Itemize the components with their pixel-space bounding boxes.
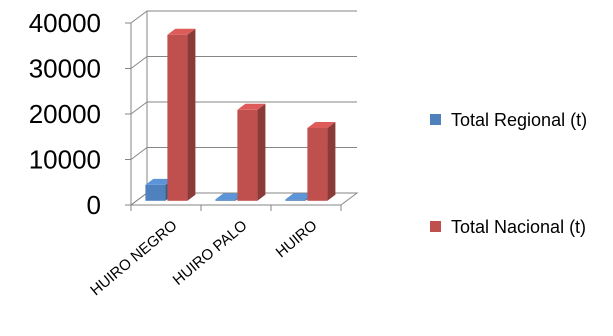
gridlines (125, 10, 357, 211)
x-category-label: HUIRO (273, 217, 321, 261)
bar-top (167, 28, 196, 35)
bar-top (237, 103, 266, 110)
bar-top (285, 193, 314, 200)
bar-top (215, 193, 244, 200)
bar-front (215, 199, 236, 201)
y-tick-label: 30000 (29, 54, 101, 84)
bar-front (145, 184, 166, 201)
y-axis-ticks: 0 10000 20000 30000 40000 (29, 8, 101, 220)
legend-item-nacional: Total Nacional (t) (430, 214, 610, 241)
gridline (130, 56, 357, 69)
bar-nacional-0 (167, 28, 196, 201)
bar-top (145, 178, 174, 185)
legend-label-nacional: Total Nacional (t) (451, 217, 587, 237)
bar-front (167, 34, 188, 201)
bar-front (285, 199, 306, 201)
x-category-label: HUIRO PALO (170, 217, 251, 289)
x-category-label: HUIRO NEGRO (87, 217, 180, 299)
bar-nacional-2 (307, 122, 336, 201)
y-tick-label: 0 (87, 190, 101, 220)
gridline (130, 10, 357, 24)
bars (145, 28, 336, 201)
bar-nacional-1 (237, 103, 266, 201)
bar-front (237, 109, 258, 201)
legend-item-regional: Total Regional (t) (430, 107, 610, 134)
legend-swatch-regional (430, 114, 441, 125)
legend-label-regional: Total Regional (t) (451, 110, 588, 130)
bar-side (257, 103, 266, 201)
bar-side (327, 122, 336, 201)
gridline (130, 147, 357, 160)
legend-swatch-nacional (430, 221, 441, 232)
gridline (130, 101, 357, 115)
bar-front (307, 128, 328, 201)
bar-top (307, 122, 336, 128)
bar-side (187, 28, 196, 201)
y-tick-label: 40000 (29, 8, 101, 38)
y-tick-label: 20000 (29, 99, 101, 129)
y-tick-label: 10000 (29, 145, 101, 175)
